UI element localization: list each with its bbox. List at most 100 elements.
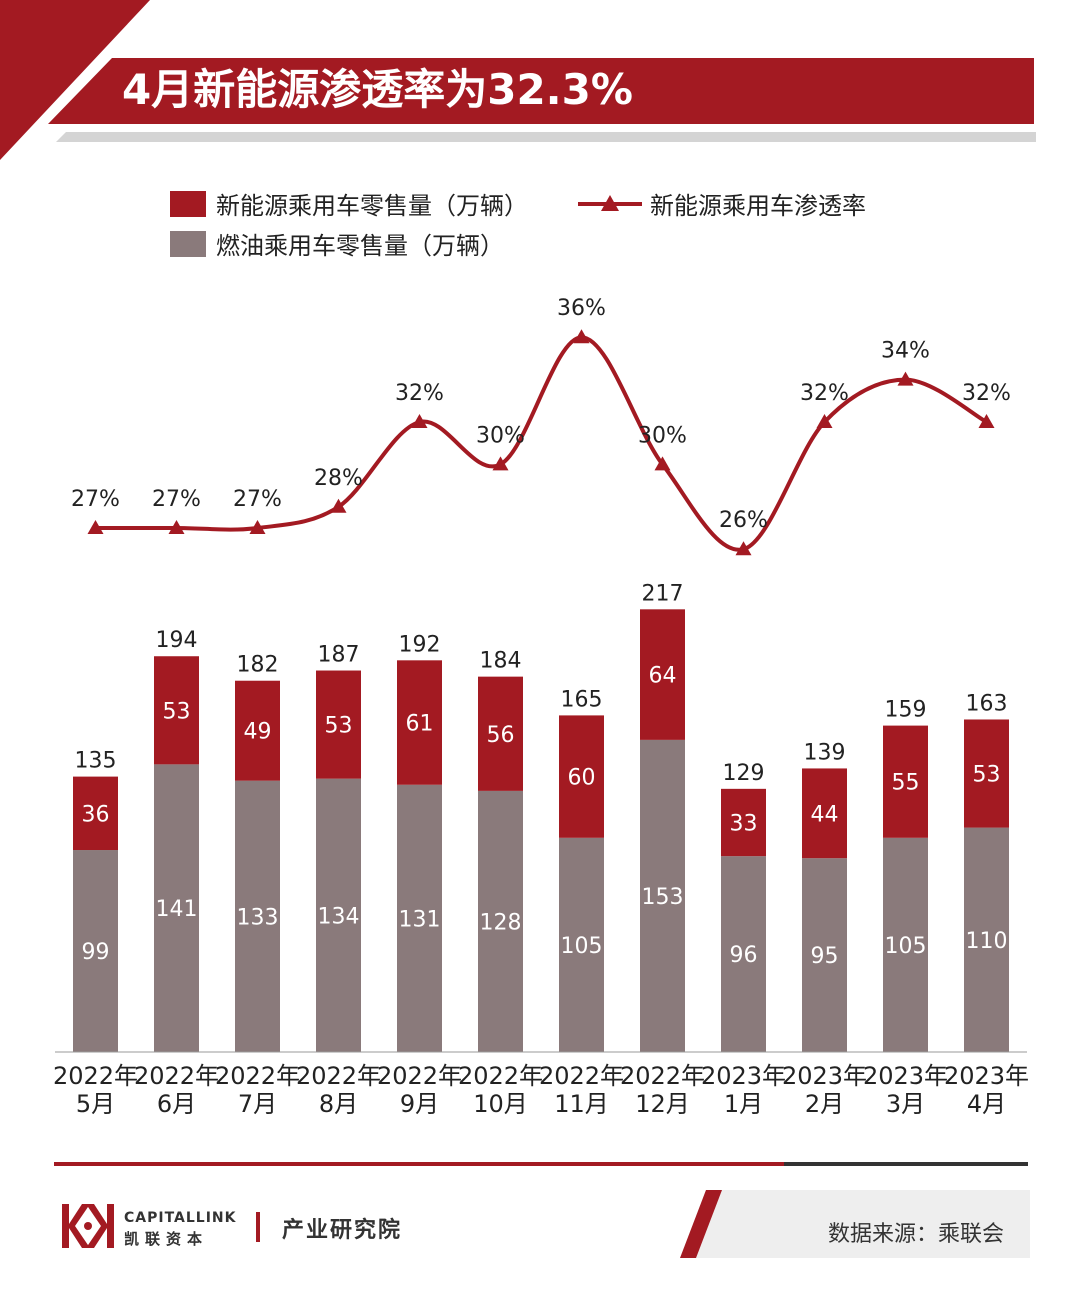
bar-ice-label: 96 xyxy=(730,943,758,968)
bar-total-label: 165 xyxy=(561,687,603,712)
bar-nev xyxy=(154,656,199,765)
bar-total-label: 194 xyxy=(156,628,198,653)
bar-ice-label: 128 xyxy=(480,910,522,935)
x-tick-label: 6月 xyxy=(157,1090,196,1118)
rate-marker xyxy=(87,520,104,534)
data-source: 数据来源：乘联会 xyxy=(828,1222,1005,1247)
rate-label: 30% xyxy=(476,423,525,448)
bar-ice xyxy=(73,850,118,1052)
x-tick-label: 2023年 xyxy=(701,1062,786,1090)
x-tick-label: 2022年 xyxy=(215,1062,300,1090)
bar-ice-label: 99 xyxy=(82,940,110,965)
legend-swatch-nev xyxy=(170,190,206,217)
bar-ice xyxy=(397,784,442,1052)
rate-marker xyxy=(411,414,428,428)
x-tick-label: 2月 xyxy=(805,1090,844,1118)
rate-label: 32% xyxy=(962,381,1011,406)
bar-total-label: 184 xyxy=(480,649,522,674)
bar-total-label: 159 xyxy=(885,698,927,723)
bar-ice-label: 131 xyxy=(399,907,441,932)
bar-nev xyxy=(316,670,361,779)
x-tick-label: 2022年 xyxy=(134,1062,219,1090)
brand-divider xyxy=(256,1212,260,1242)
bar-nev-label: 64 xyxy=(649,664,677,689)
bar-nev xyxy=(397,660,442,785)
bar-nev-label: 53 xyxy=(973,763,1001,788)
x-tick-label: 2023年 xyxy=(782,1062,867,1090)
bar-total-label: 163 xyxy=(966,691,1008,716)
bar-ice-label: 133 xyxy=(237,905,279,930)
header-band xyxy=(0,0,1036,160)
rate-marker xyxy=(168,520,185,534)
bar-nev-label: 56 xyxy=(487,723,515,748)
bar-nev xyxy=(964,719,1009,828)
x-tick-label: 4月 xyxy=(967,1090,1006,1118)
x-tick-label: 10月 xyxy=(473,1090,528,1118)
bar-nev-label: 49 xyxy=(244,720,272,745)
x-tick-label: 12月 xyxy=(635,1090,690,1118)
bar-ice xyxy=(640,739,685,1052)
rate-marker xyxy=(330,498,347,513)
bar-total-label: 187 xyxy=(318,643,360,668)
x-tick-label: 2023年 xyxy=(944,1062,1029,1090)
bar-total-label: 129 xyxy=(723,761,765,786)
bar-nev xyxy=(559,715,604,838)
legend-item-ice: 燃油乘用车零售量（万辆） xyxy=(170,226,504,261)
source-band xyxy=(680,1190,1030,1258)
bar-ice-label: 105 xyxy=(885,934,927,959)
bar-ice xyxy=(802,858,847,1052)
bar-ice-label: 141 xyxy=(156,897,198,922)
bar-nev-label: 53 xyxy=(163,699,191,724)
footer-rule-dark xyxy=(784,1162,1028,1166)
legend-label-nev: 新能源乘用车零售量（万辆） xyxy=(216,192,528,220)
x-tick-label: 8月 xyxy=(319,1090,358,1118)
bar-ice xyxy=(883,837,928,1052)
bar-ice-label: 105 xyxy=(561,934,603,959)
institute-name: 产业研究院 xyxy=(282,1218,403,1243)
page-title: 4月新能源渗透率为32.3% xyxy=(122,65,633,114)
x-tick-label: 2022年 xyxy=(620,1062,705,1090)
bar-ice xyxy=(964,827,1009,1052)
rate-label: 30% xyxy=(638,423,687,448)
rate-marker xyxy=(735,541,752,556)
bar-nev xyxy=(73,776,118,851)
bar-nev-label: 53 xyxy=(325,714,353,739)
legend-line-rate xyxy=(578,194,642,211)
rate-line xyxy=(95,335,988,552)
bar-ice xyxy=(559,837,604,1052)
brand-name-en: CAPITALLINK xyxy=(124,1210,237,1226)
bar-nev xyxy=(478,676,523,791)
header-shadow xyxy=(56,132,1036,142)
x-tick-label: 11月 xyxy=(554,1090,609,1118)
rate-label: 34% xyxy=(881,339,930,364)
rate-label: 28% xyxy=(314,466,363,491)
rate-marker xyxy=(816,414,833,428)
title-band xyxy=(48,58,1034,124)
bar-total-label: 192 xyxy=(399,632,441,657)
rate-marker xyxy=(654,456,671,471)
rate-marker xyxy=(492,456,509,471)
bar-nev xyxy=(721,788,766,857)
bar-ice xyxy=(235,780,280,1052)
bar-nev-label: 55 xyxy=(892,771,920,796)
x-tick-label: 2022年 xyxy=(296,1062,381,1090)
x-tick-label: 2022年 xyxy=(458,1062,543,1090)
bar-total-label: 139 xyxy=(804,740,846,765)
bar-nev-label: 36 xyxy=(82,802,110,827)
x-tick-label: 1月 xyxy=(724,1090,763,1118)
bar-nev-label: 44 xyxy=(811,802,839,827)
bar-ice xyxy=(721,856,766,1052)
legend-label-rate: 新能源乘用车渗透率 xyxy=(650,192,866,220)
legend-swatch-ice xyxy=(170,230,206,257)
x-tick-label: 2022年 xyxy=(53,1062,138,1090)
bar-nev-label: 61 xyxy=(406,712,434,737)
bar-nev xyxy=(802,768,847,859)
rate-marker xyxy=(897,371,914,386)
x-tick-label: 2022年 xyxy=(377,1062,462,1090)
bar-nev xyxy=(640,609,685,740)
rate-marker xyxy=(978,414,995,428)
bar-total-label: 135 xyxy=(75,749,117,774)
footer-rule-red xyxy=(54,1162,784,1166)
bar-ice xyxy=(478,790,523,1052)
